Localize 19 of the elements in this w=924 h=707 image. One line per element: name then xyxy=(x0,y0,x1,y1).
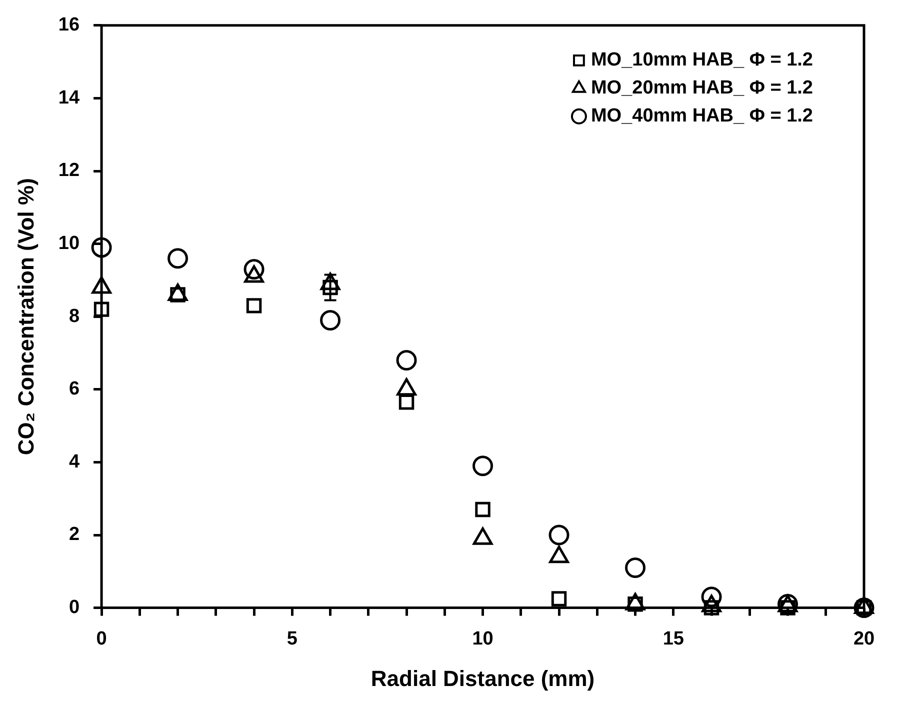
legend-label: MO_20mm HAB_ Φ = 1.2 xyxy=(590,78,814,99)
x-axis-title: Radial Distance (mm) xyxy=(370,666,595,691)
y-tick-label: 12 xyxy=(58,160,80,182)
y-tick-label: 6 xyxy=(68,378,80,400)
y-tick-label: 14 xyxy=(58,87,80,108)
y-tick-label: 0 xyxy=(68,597,80,618)
x-tick-label: 20 xyxy=(853,628,875,650)
legend-label: MO_40mm HAB_ Φ = 1.2 xyxy=(590,106,814,127)
y-tick-label: 10 xyxy=(58,233,80,254)
y-axis-title: CO₂ Concentration (Vol %) xyxy=(13,178,38,456)
y-tick-label: 2 xyxy=(68,524,80,546)
legend-label: MO_10mm HAB_ Φ = 1.2 xyxy=(590,50,814,71)
y-tick-label: 16 xyxy=(58,14,80,36)
y-tick-label: 8 xyxy=(68,306,80,327)
x-tick-label: 10 xyxy=(472,628,494,650)
x-tick-label: 5 xyxy=(286,628,298,650)
y-tick-label: 4 xyxy=(68,451,80,472)
x-tick-label: 0 xyxy=(96,628,107,650)
x-tick-label: 15 xyxy=(662,628,684,650)
